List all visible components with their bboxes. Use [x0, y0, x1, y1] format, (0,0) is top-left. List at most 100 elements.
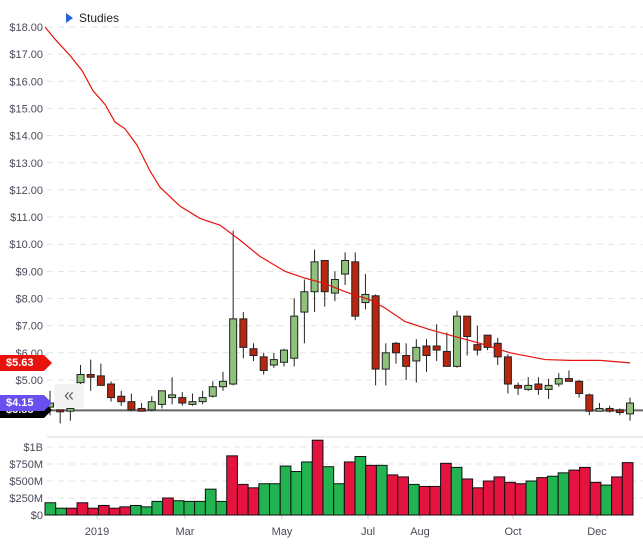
price-tag-sma: $5.63	[0, 354, 52, 371]
candle	[402, 355, 411, 367]
candle	[168, 394, 177, 399]
sma-line	[44, 26, 631, 364]
studies-toggle[interactable]: Studies	[66, 11, 119, 25]
candle	[534, 383, 543, 390]
x-axis-label: Aug	[410, 526, 430, 538]
candle	[615, 409, 624, 414]
volume-bar	[333, 483, 345, 516]
candle	[575, 380, 584, 395]
candle	[514, 384, 523, 389]
candle	[117, 395, 126, 403]
volume-bar	[140, 506, 153, 516]
volume-bar	[482, 480, 495, 516]
volume-bar	[343, 461, 356, 516]
candle	[463, 315, 472, 338]
price-tag-last: $4.15	[0, 395, 52, 412]
price-axis-label: $8.00	[15, 294, 43, 306]
price-axis-label: $13.00	[9, 158, 43, 170]
candle	[107, 383, 116, 399]
candle	[249, 348, 258, 357]
volume-axis-label: $250M	[9, 493, 43, 505]
price-axis-label: $5.00	[15, 375, 43, 387]
volume-bar	[611, 476, 623, 516]
volume-bar	[215, 500, 228, 516]
x-axis-label: Jul	[361, 526, 375, 538]
x-axis-label: Dec	[587, 526, 607, 538]
volume-bar	[418, 485, 431, 516]
candle	[341, 259, 350, 275]
candle	[564, 378, 573, 382]
candle	[300, 291, 309, 313]
volume-bar	[450, 466, 463, 516]
candle	[137, 407, 146, 412]
volume-bar	[162, 497, 174, 516]
volume-bar	[504, 481, 516, 516]
candle	[127, 401, 136, 411]
candle	[96, 375, 105, 386]
volume-bar	[397, 476, 409, 516]
volume-bar	[279, 465, 292, 516]
volume-axis-label: $1B	[23, 442, 43, 454]
volume-bar	[557, 472, 570, 516]
candle	[432, 345, 441, 351]
candle	[412, 346, 421, 362]
candle	[453, 315, 462, 367]
candle	[554, 378, 563, 385]
candle	[188, 401, 197, 405]
price-axis-label: $15.00	[9, 103, 43, 115]
volume-bar	[621, 462, 634, 516]
candle	[178, 397, 187, 404]
candle	[320, 259, 329, 293]
x-axis-label: 2019	[85, 526, 109, 538]
price-axis-label: $14.00	[9, 131, 43, 143]
volume-bar	[55, 507, 67, 516]
price-axis-label: $12.00	[9, 185, 43, 197]
volume-bar	[65, 507, 78, 516]
candle	[86, 374, 95, 378]
volume-bar	[194, 500, 206, 516]
candle	[626, 402, 634, 415]
volume-bar	[44, 502, 57, 516]
volume-bar	[301, 461, 313, 516]
volume-bar	[440, 462, 452, 516]
candle	[351, 261, 360, 317]
volume-bar	[97, 504, 110, 516]
volume-bar	[311, 439, 324, 516]
price-axis-label: $17.00	[9, 49, 43, 61]
candle	[391, 342, 400, 354]
volume-bar	[375, 464, 388, 516]
collapse-button[interactable]: «	[54, 384, 84, 408]
studies-label: Studies	[79, 11, 120, 25]
candle	[310, 261, 319, 293]
volume-bar	[546, 475, 559, 516]
volume-bar	[183, 500, 196, 516]
volume-axis-label: $0	[31, 510, 43, 522]
volume-bar	[226, 455, 238, 516]
volume-bar	[365, 464, 377, 516]
x-axis-label: May	[272, 526, 293, 538]
triangle-right-icon	[66, 13, 73, 23]
candle	[280, 349, 289, 363]
volume-bar	[579, 466, 591, 516]
volume-axis-label: $750M	[9, 459, 43, 471]
candle	[76, 374, 85, 384]
candle	[290, 315, 299, 359]
volume-bar	[472, 487, 484, 516]
volume-bar	[130, 504, 142, 516]
candle	[147, 401, 156, 411]
candle	[66, 407, 75, 412]
candle	[524, 384, 533, 390]
candle	[595, 407, 604, 412]
volume-bar	[461, 478, 474, 516]
x-axis-label: Mar	[176, 526, 195, 538]
volume-bar	[589, 481, 602, 516]
candle	[422, 345, 431, 357]
volume-bar	[172, 500, 185, 516]
price-axis-label: $7.00	[15, 321, 43, 333]
candle	[157, 390, 166, 405]
candle	[585, 394, 594, 412]
double-chevron-left-icon: «	[63, 385, 74, 405]
candle	[473, 344, 482, 351]
candle	[208, 386, 217, 397]
